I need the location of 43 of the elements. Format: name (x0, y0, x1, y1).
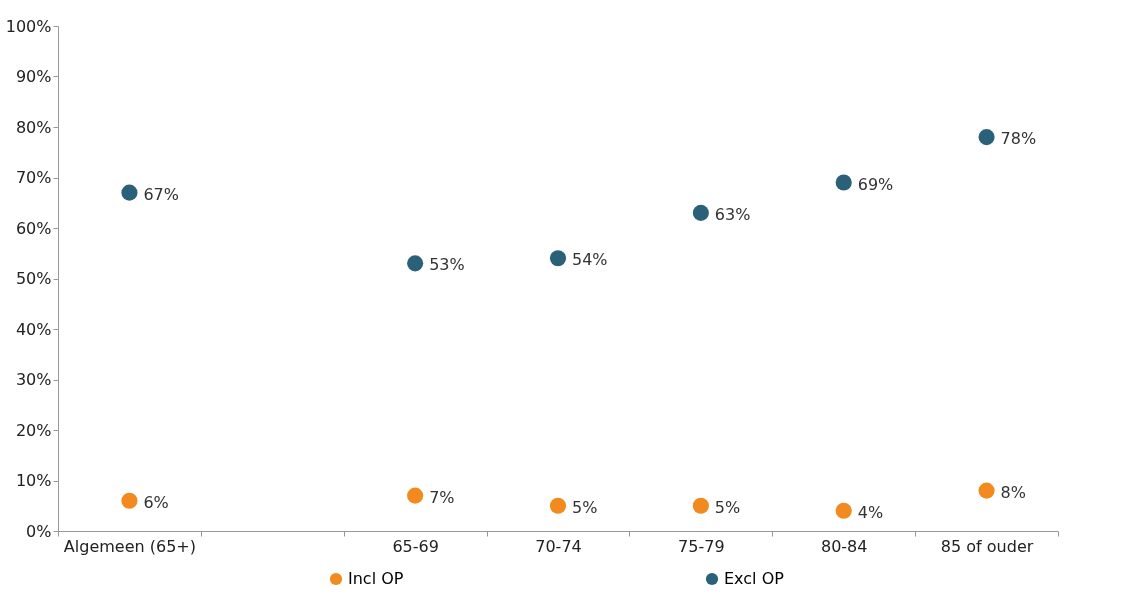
y-tick-label: 0% (26, 521, 52, 541)
data-label: 63% (714, 204, 751, 224)
y-tick-label: 30% (15, 370, 52, 389)
y-tick-label: 20% (15, 420, 52, 440)
x-tick-label: 80-84 (820, 536, 868, 556)
y-tick-label: 40% (15, 319, 52, 339)
y-tick-label: 100% (5, 16, 52, 36)
x-tick-label: 85 of ouder (940, 536, 1034, 556)
y-tick-label: 60% (15, 218, 52, 238)
legend-label: Incl OP (348, 569, 404, 588)
point (121, 184, 138, 201)
y-tick-label: 70% (15, 168, 52, 187)
legend-label: Excl OP (724, 569, 785, 588)
data-label: 54% (572, 250, 608, 270)
point (121, 492, 138, 509)
x-tick-label: Algemeen (65+) (63, 536, 196, 556)
point (692, 204, 709, 221)
y-tick-label: 50% (15, 269, 52, 288)
x-tick-label: 75-79 (678, 536, 725, 556)
point (407, 255, 424, 272)
data-label: 5% (572, 497, 598, 517)
x-tick-label: 70-74 (535, 536, 582, 556)
point (978, 129, 995, 146)
data-label: 78% (1000, 129, 1037, 149)
data-label: 7% (429, 487, 455, 507)
data-label: 67% (143, 184, 179, 204)
point (978, 482, 995, 499)
point (407, 487, 424, 504)
data-label: 4% (857, 502, 884, 522)
point (549, 497, 567, 514)
x-tick-label: 65-69 (392, 536, 439, 556)
y-tick-label: 80% (15, 117, 52, 137)
y-tick-label: 10% (15, 471, 52, 490)
point (692, 497, 709, 514)
data-label: 53% (429, 255, 465, 275)
y-tick-label: 90% (15, 67, 52, 86)
point (835, 174, 852, 191)
point (835, 502, 852, 519)
data-label: 5% (714, 497, 741, 517)
data-label: 69% (857, 174, 894, 194)
point (549, 250, 567, 267)
data-label: 8% (1000, 482, 1026, 502)
data-label: 6% (143, 492, 169, 512)
